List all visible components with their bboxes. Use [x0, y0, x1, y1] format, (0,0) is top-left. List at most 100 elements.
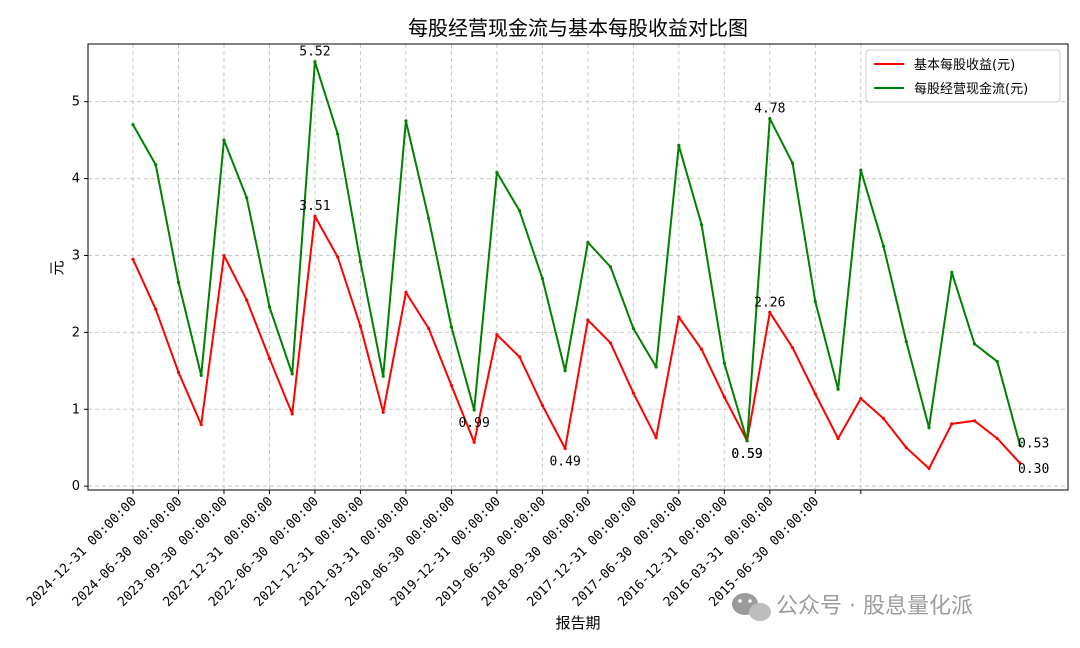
data-point: [381, 410, 385, 414]
data-label: 5.52: [299, 45, 330, 60]
data-point: [904, 446, 908, 450]
data-point: [495, 170, 499, 175]
y-tick-label: 3: [72, 248, 80, 263]
data-point: [449, 325, 454, 329]
data-point: [950, 270, 954, 274]
data-point: [927, 426, 931, 430]
data-label: 4.78: [754, 102, 785, 117]
data-point: [995, 436, 999, 441]
data-point: [722, 361, 726, 365]
data-point: [586, 240, 590, 244]
data-point: [267, 305, 272, 309]
y-tick-label: 1: [72, 402, 80, 417]
series-line: [132, 60, 1021, 446]
y-tick-label: 5: [72, 95, 80, 110]
data-point: [199, 373, 203, 378]
data-point: [176, 280, 181, 284]
data-point: [199, 423, 203, 427]
data-point: [518, 355, 522, 359]
data-point: [154, 307, 158, 311]
data-point: [699, 347, 704, 351]
data-point: [404, 290, 408, 294]
legend: 基本每股收益(元) 每股经营现金流(元): [865, 49, 1061, 103]
data-point: [881, 244, 886, 248]
plot-frame: [87, 43, 1069, 491]
data-label: 0.59: [731, 447, 762, 462]
data-point: [131, 257, 135, 261]
data-point: [699, 223, 704, 227]
data-point: [677, 143, 681, 148]
data-point: [472, 440, 476, 444]
data-point: [154, 163, 158, 167]
data-point: [813, 392, 817, 396]
watermark-text: 公众号 · 股息量化派: [776, 594, 973, 619]
grid: [88, 44, 1068, 490]
annotations: 5.523.510.990.490.590.594.782.260.530.30: [299, 45, 1049, 477]
data-point: [336, 255, 340, 259]
legend-label-eps: 基本每股收益(元): [914, 57, 1015, 73]
data-point: [950, 422, 954, 426]
data-point: [768, 310, 772, 314]
data-point: [881, 416, 886, 421]
data-point: [358, 324, 363, 328]
data-point: [540, 403, 544, 408]
data-point: [859, 396, 863, 401]
data-point: [836, 436, 840, 441]
data-point: [563, 369, 567, 373]
watermark: 公众号 · 股息量化派: [732, 593, 973, 621]
data-point: [313, 60, 317, 64]
data-point: [768, 116, 772, 121]
data-point: [222, 138, 226, 142]
x-axis-label: 报告期: [555, 614, 600, 632]
data-point: [381, 374, 385, 378]
data-point: [563, 446, 567, 451]
y-tick-label: 2: [72, 325, 80, 340]
data-point: [540, 276, 544, 281]
data-point: [836, 387, 840, 391]
data-label: 0.49: [549, 454, 580, 469]
data-point: [904, 339, 908, 344]
y-tick-label: 4: [72, 172, 80, 187]
data-point: [927, 466, 931, 471]
data-point: [813, 300, 817, 304]
data-point: [495, 333, 499, 337]
data-point: [404, 119, 408, 123]
data-point: [313, 214, 317, 218]
data-point: [609, 265, 613, 269]
legend-label-ocf: 每股经营现金流(元): [914, 81, 1028, 97]
data-point: [995, 359, 999, 364]
data-label: 0.99: [458, 416, 489, 431]
data-point: [427, 326, 431, 331]
data-point: [1018, 443, 1022, 447]
data-point: [972, 419, 977, 423]
data-point: [790, 346, 795, 350]
data-point: [790, 161, 795, 165]
data-point: [631, 391, 635, 395]
data-point: [245, 298, 249, 302]
series-0: [131, 214, 1022, 471]
data-point: [449, 383, 454, 388]
data-point: [245, 196, 249, 200]
data-point: [677, 315, 681, 319]
data-label: 3.51: [299, 199, 330, 214]
data-label: 0.53: [1018, 436, 1049, 451]
data-point: [472, 408, 476, 412]
data-point: [1018, 461, 1022, 465]
data-point: [358, 260, 363, 264]
series-line: [132, 215, 1021, 470]
data-point: [290, 372, 294, 376]
data-point: [131, 123, 135, 127]
wechat-logo-icon: [732, 593, 771, 621]
data-point: [631, 326, 635, 331]
data-label: 2.26: [754, 295, 785, 310]
legend-box: [865, 49, 1061, 103]
data-point: [336, 132, 340, 136]
data-point: [654, 365, 658, 369]
data-point: [745, 439, 749, 443]
data-point: [586, 318, 590, 322]
data-point: [427, 216, 431, 221]
chart-title: 每股经营现金流与基本每股收益对比图: [408, 16, 748, 40]
data-point: [609, 341, 613, 345]
y-axis-label: 元: [48, 260, 66, 275]
